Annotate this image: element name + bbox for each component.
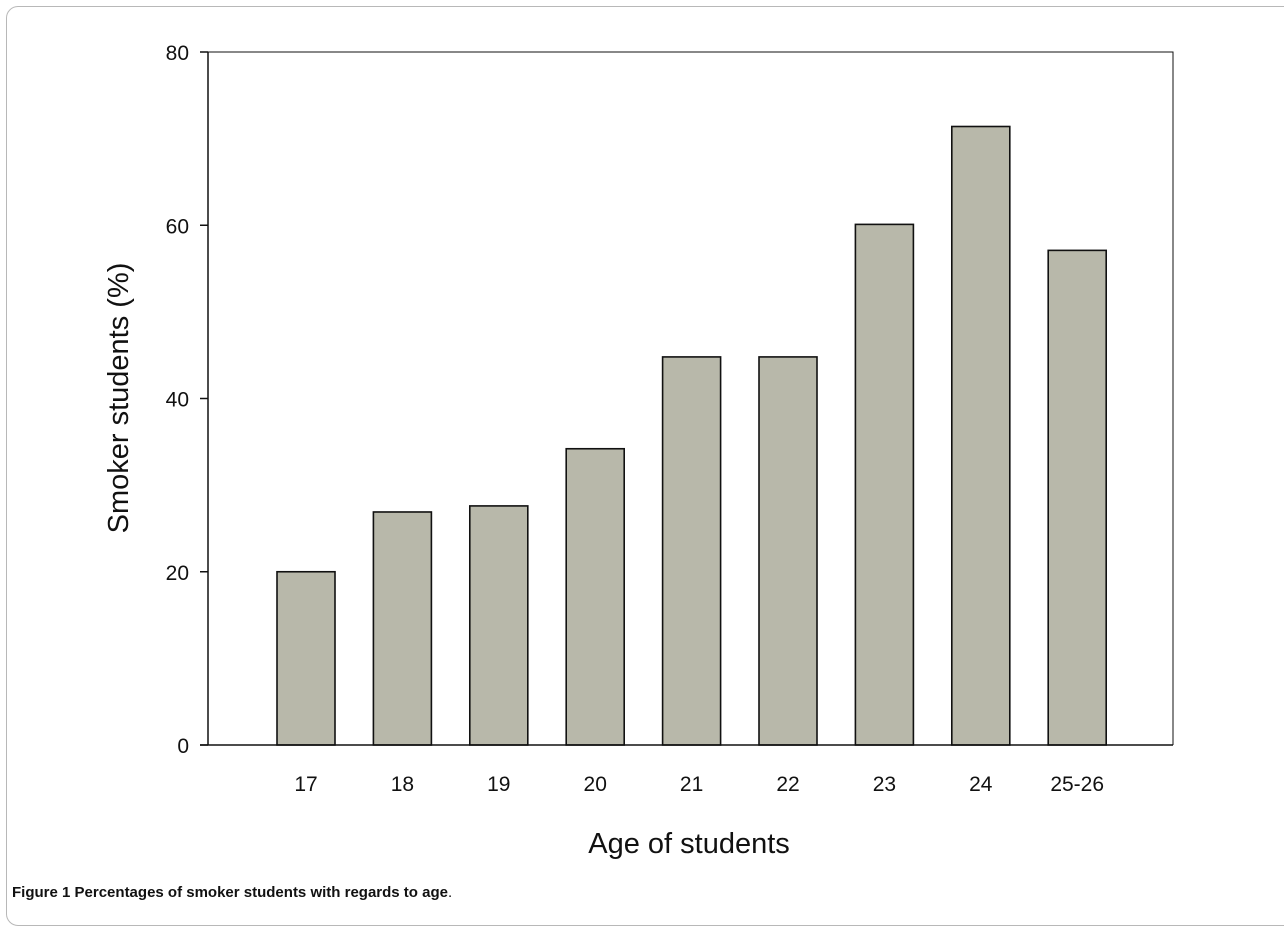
y-tick-label-40: 40 [166,389,189,412]
bar-chart: 0 20 40 60 80 17 18 19 20 21 22 23 24 25-26 Age of st… [103,42,1174,860]
x-tick-label-24: 24 [969,773,993,796]
caption-period: . [447,884,453,901]
bar-25-26 [1047,249,1107,746]
x-tick-label-21: 21 [680,773,703,796]
y-axis-title: Smoker students (%) [103,263,135,534]
caption-label: Figure 1 [12,884,71,901]
x-tick-label-19: 19 [487,773,510,796]
y-tick-label-80: 80 [166,42,189,65]
bar-24 [950,125,1011,746]
x-tick-label-25-26: 25-26 [1050,773,1104,796]
bar-21 [661,356,722,746]
caption-text: Percentages of smoker students with rega… [74,884,448,901]
figure-caption: Figure 1 Percentages of smoker students … [12,884,452,901]
bar-20 [565,447,626,746]
bar-22 [758,356,818,746]
y-tick-label-60: 60 [166,215,189,238]
x-tick-label-18: 18 [391,773,414,796]
x-tick-label-20: 20 [584,773,607,796]
bar-19 [468,505,529,746]
y-tick-label-20: 20 [166,562,189,585]
x-axis-title: Age of students [588,828,790,860]
y-tick-label-0: 0 [177,735,189,758]
ticks-layer: 0 20 40 60 80 17 18 19 20 21 22 23 24 25-26 [166,42,1104,796]
bar-17 [276,570,336,746]
bar-18 [372,511,433,746]
plot-frame [208,51,1174,745]
x-tick-label-22: 22 [776,773,799,796]
x-tick-label-23: 23 [873,773,896,796]
x-tick-label-17: 17 [294,773,317,796]
bar-23 [854,223,915,746]
bars-layer [276,125,1107,746]
